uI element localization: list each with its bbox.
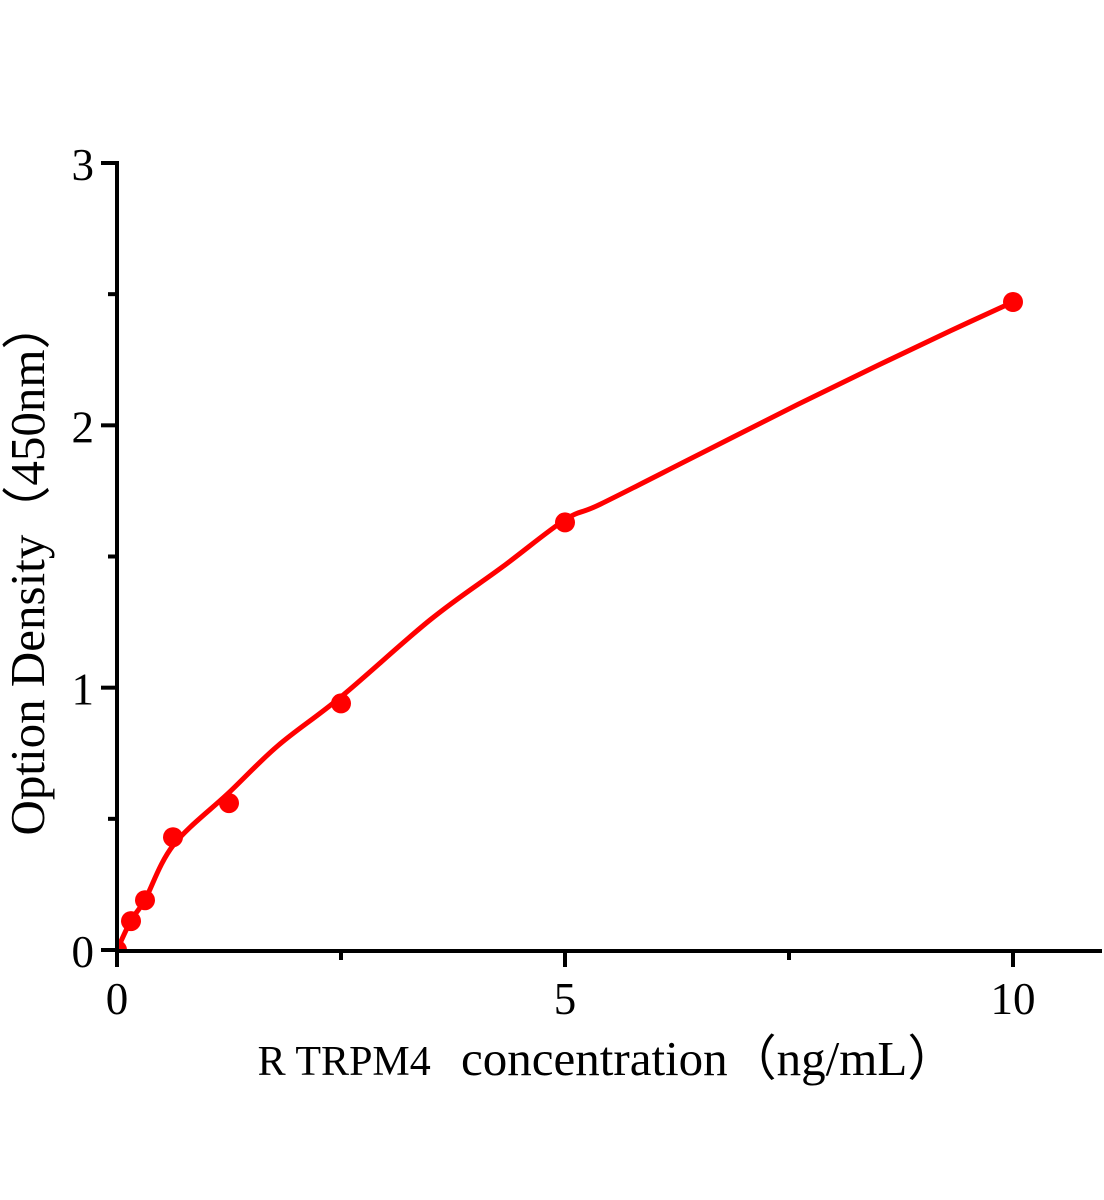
data-point-markers (119, 292, 1023, 949)
data-point-marker (219, 793, 239, 814)
data-point-marker (135, 890, 155, 911)
data-point-marker (121, 911, 141, 932)
y-axis-title: Option Density（450nm） (0, 301, 55, 836)
data-point-marker (119, 940, 127, 949)
x-tick-label: 0 (106, 974, 129, 1024)
x-tick-label: 5 (554, 974, 577, 1024)
axis-tick-labels: 0 1 2 3 0 5 10 (72, 140, 1036, 1024)
data-point-marker (163, 827, 183, 848)
data-point-marker (1003, 292, 1023, 312)
y-tick-label: 3 (72, 140, 95, 190)
axis-ticks (101, 161, 1015, 967)
y-tick-label: 0 (72, 927, 95, 977)
y-tick-label: 2 (72, 402, 95, 452)
data-point-marker (331, 693, 351, 714)
x-axis-title: R TRPM4 concentration（ng/mL） (258, 1031, 957, 1086)
x-tick-label: 10 (991, 974, 1036, 1024)
x-axis-title-main: concentration（ng/mL） (461, 1031, 956, 1086)
data-point-marker (555, 512, 575, 533)
x-axis-title-prefix: R TRPM4 (258, 1039, 431, 1085)
y-tick-label: 1 (72, 665, 95, 715)
fit-curve-line (119, 299, 1016, 949)
